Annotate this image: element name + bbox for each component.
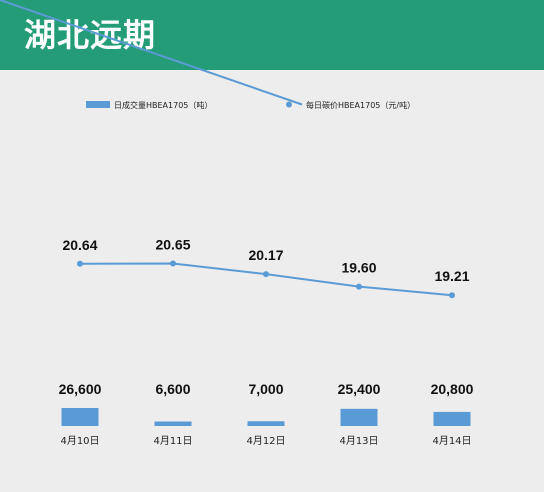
chart-legend: 日成交量HBEA1705（吨） 每日碳价HBEA1705（元/吨） <box>0 0 415 110</box>
line-price <box>79 262 453 297</box>
legend-swatch-price-marker <box>286 101 292 108</box>
bar-volume-1 <box>154 421 192 426</box>
point-price-2 <box>263 271 269 278</box>
bar-label-volume-3: 25,400 <box>338 381 381 397</box>
point-label-price-0: 20.64 <box>62 237 97 253</box>
bar-volume-4 <box>433 411 471 426</box>
point-price-4 <box>449 292 455 299</box>
x-tick-label-2: 4月12日 <box>246 435 285 447</box>
point-price-0 <box>77 260 83 267</box>
x-tick-label-0: 4月10日 <box>60 435 99 447</box>
header-bar: 湖北远期 <box>0 0 544 70</box>
legend-label-price: 每日碳价HBEA1705（元/吨） <box>306 100 415 110</box>
legend-swatch-price <box>0 0 303 106</box>
bar-label-volume-0: 26,600 <box>59 381 102 397</box>
bar-volume-0 <box>61 408 99 426</box>
bar-label-volume-1: 6,600 <box>155 381 190 397</box>
point-label-price-2: 20.17 <box>248 247 283 263</box>
bar-volume-2 <box>247 421 285 426</box>
x-tick-label-4: 4月14日 <box>432 435 471 447</box>
bar-label-volume-2: 7,000 <box>248 381 283 397</box>
page-title: 湖北远期 <box>24 16 157 54</box>
point-label-price-4: 19.21 <box>434 268 469 284</box>
legend-swatch-volume <box>86 101 110 108</box>
point-price-3 <box>356 283 362 290</box>
point-label-price-1: 20.65 <box>155 237 190 253</box>
point-price-1 <box>170 260 176 267</box>
point-label-price-3: 19.60 <box>341 260 376 276</box>
x-tick-label-1: 4月11日 <box>153 435 192 447</box>
bar-label-volume-4: 20,800 <box>431 381 474 397</box>
x-tick-label-3: 4月13日 <box>339 435 378 447</box>
legend-label-volume: 日成交量HBEA1705（吨） <box>114 100 212 110</box>
bar-volume-3 <box>340 408 378 426</box>
